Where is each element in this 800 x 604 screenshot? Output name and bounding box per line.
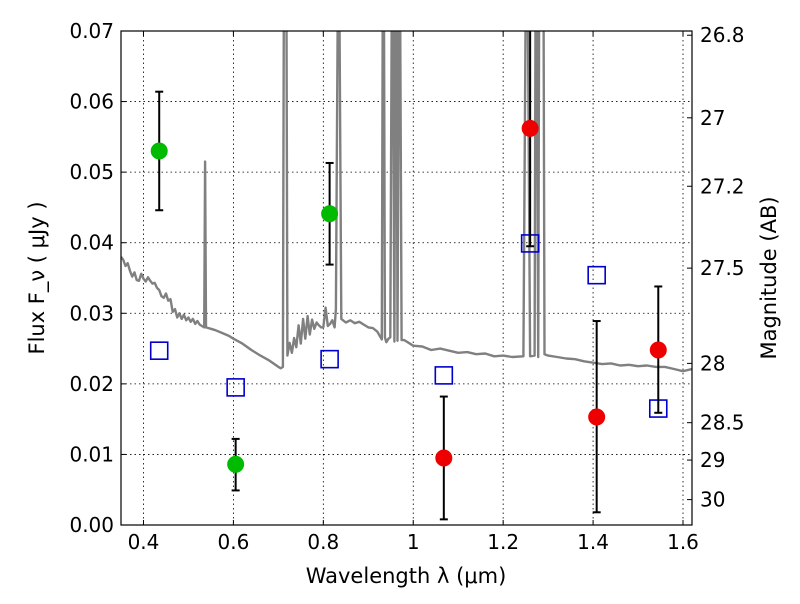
photometry-point: [588, 408, 606, 426]
photometry-point: [150, 142, 168, 160]
data-points: [149, 31, 668, 521]
mag-tick-label: 28: [700, 351, 725, 375]
y-tick-label: 0.00: [69, 513, 114, 537]
model-square: [587, 265, 606, 285]
y-tick-label: 0.01: [69, 442, 114, 466]
y-tick-label: 0.03: [69, 301, 114, 325]
spectrum-line: [121, 31, 692, 373]
y-tick-label: 0.05: [69, 160, 114, 184]
photometry-point: [435, 449, 453, 467]
x-tick-label: 1.4: [577, 530, 609, 554]
mag-tick-label: 26.8: [700, 23, 745, 47]
photometry-point: [649, 341, 667, 359]
mag-tick-label: 27: [700, 106, 725, 130]
mag-tick-label: 28.5: [700, 411, 745, 435]
model-square: [226, 378, 245, 397]
photometry-point: [227, 455, 245, 473]
mag-tick-label: 29: [700, 448, 725, 472]
model-square: [434, 366, 454, 385]
x-axis-title: Wavelength λ (μm): [306, 564, 507, 588]
plot-frame: [120, 30, 693, 526]
mag-tick-label: 27.2: [700, 174, 745, 198]
model-spectrum: [121, 31, 692, 373]
model-square: [320, 349, 339, 369]
y-tick-label: 0.06: [69, 90, 114, 114]
axes: 0.4 0.6 0.8 1 1.2 1.4 1.6 0.00 0.01 0.02 0.03 0.04 0…: [69, 19, 744, 554]
x-tick-label: 1.6: [667, 530, 699, 554]
y-tick-label: 0.02: [69, 372, 114, 396]
x-tick-label: 0.4: [128, 530, 160, 554]
grid: [121, 31, 692, 525]
y-axis-title: Flux F_ν ( μJy ): [25, 201, 50, 354]
mag-tick-label: 27.5: [700, 256, 745, 280]
photometry-point: [321, 205, 339, 223]
x-tick-label: 1: [407, 530, 420, 554]
y-tick-label: 0.07: [69, 19, 114, 43]
x-tick-label: 0.8: [307, 530, 339, 554]
y2-axis-title: Magnitude (AB): [757, 196, 781, 359]
x-tick-label: 1.2: [487, 530, 519, 554]
photometry-point: [521, 119, 539, 137]
x-tick-label: 0.6: [217, 530, 249, 554]
mag-tick-label: 30: [700, 488, 725, 512]
model-square: [149, 341, 169, 360]
y-tick-label: 0.04: [69, 231, 114, 255]
